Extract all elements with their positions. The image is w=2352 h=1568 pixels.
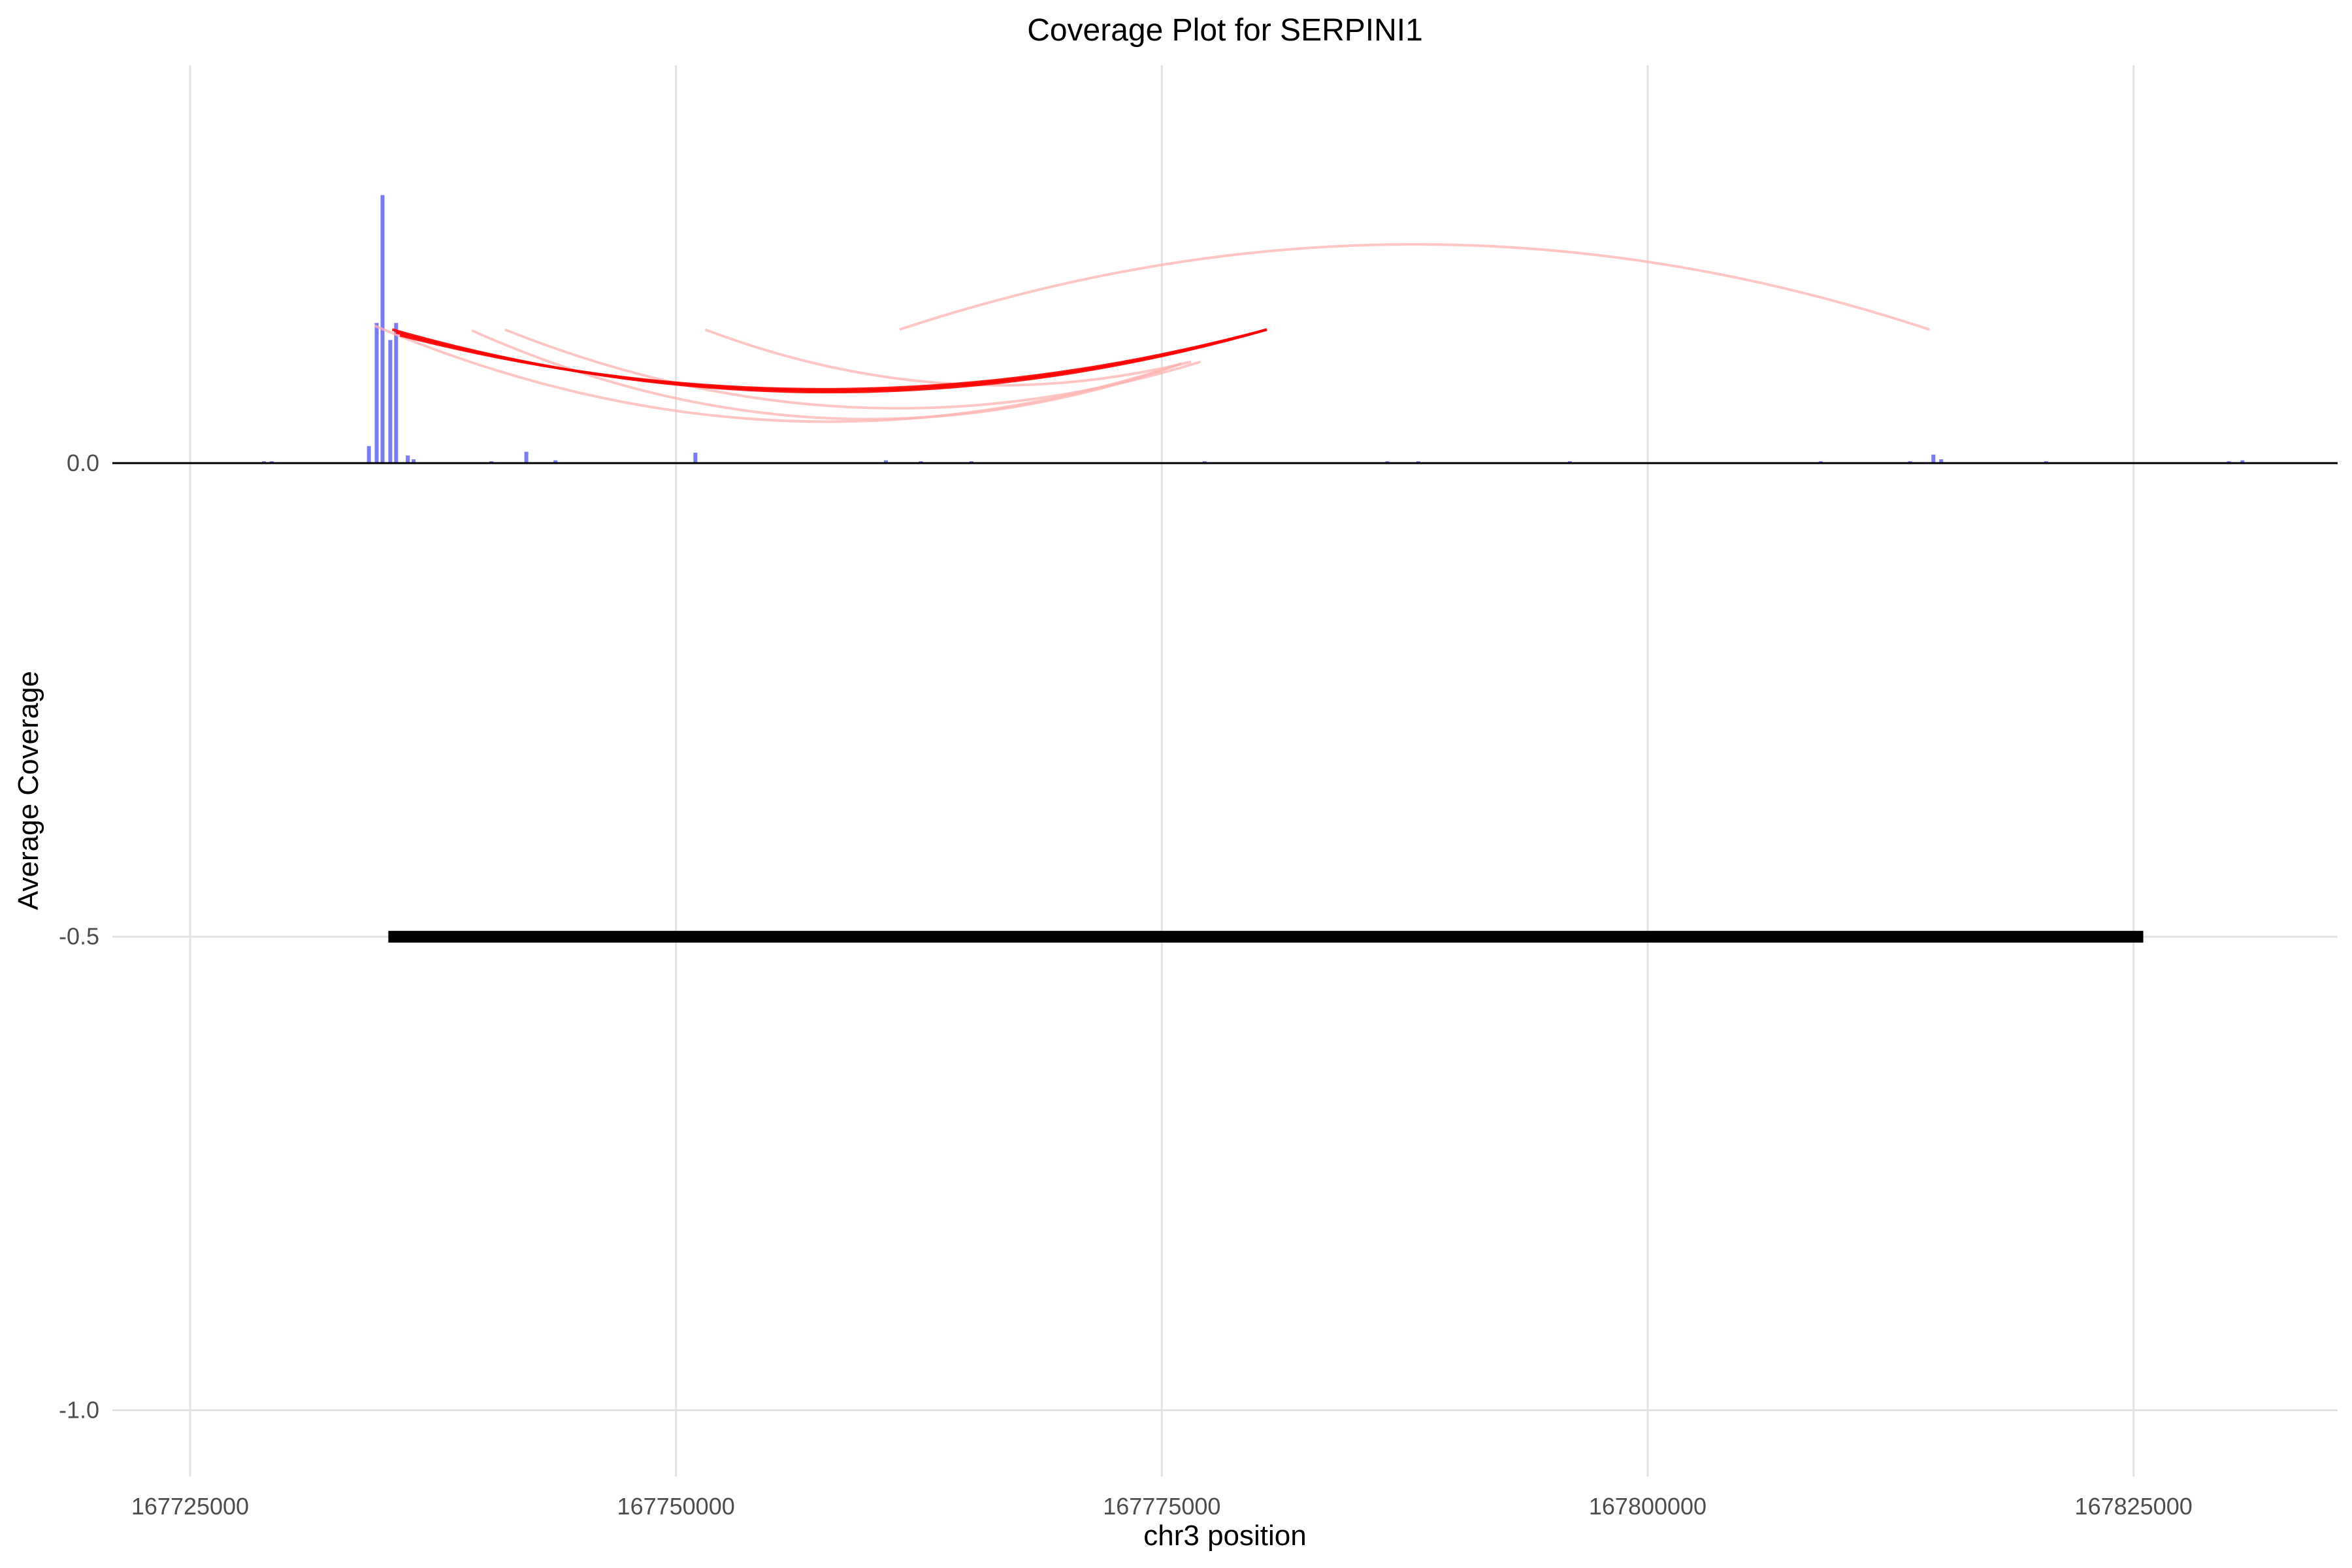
coverage-bar <box>394 323 399 463</box>
x-tick-label: 167800000 <box>1589 1493 1707 1520</box>
x-tick-labels: 167725000 167750000 167775000 167800000 1678… <box>131 1493 2193 1520</box>
y-axis-label: Average Coverage <box>12 671 44 910</box>
coverage-bar <box>883 460 888 463</box>
splice-arc-faint <box>504 328 1201 410</box>
coverage-bar <box>388 340 393 463</box>
coverage-bar <box>2240 460 2245 463</box>
x-axis-label: chr3 position <box>1143 1520 1306 1552</box>
splice-arc <box>399 328 1267 391</box>
coverage-bar <box>1931 454 1936 463</box>
splice-arc-faint <box>374 324 1182 423</box>
x-tick-label: 167750000 <box>617 1493 735 1520</box>
y-tick-labels: -1.0 -0.5 0.0 <box>59 449 99 1424</box>
x-tick-label: 167775000 <box>1103 1493 1220 1520</box>
x-tick-label: 167725000 <box>131 1493 249 1520</box>
coverage-bar <box>1939 459 1944 463</box>
coverage-bar <box>524 451 529 463</box>
coverage-bar <box>412 459 416 463</box>
main-arcs <box>391 328 1267 394</box>
coverage-bar <box>367 446 371 463</box>
y-tick-label: -0.5 <box>59 923 99 950</box>
splice-arc-faint <box>899 243 1930 331</box>
y-tick-label: -1.0 <box>59 1397 99 1424</box>
coverage-bar <box>553 460 558 463</box>
chart-title: Coverage Plot for SERPINI1 <box>1027 13 1423 48</box>
coverage-bar <box>693 452 698 463</box>
coverage-bar <box>374 323 379 463</box>
x-tick-label: 167825000 <box>2075 1493 2193 1520</box>
y-tick-label: 0.0 <box>67 449 99 476</box>
coverage-bar <box>406 455 410 463</box>
